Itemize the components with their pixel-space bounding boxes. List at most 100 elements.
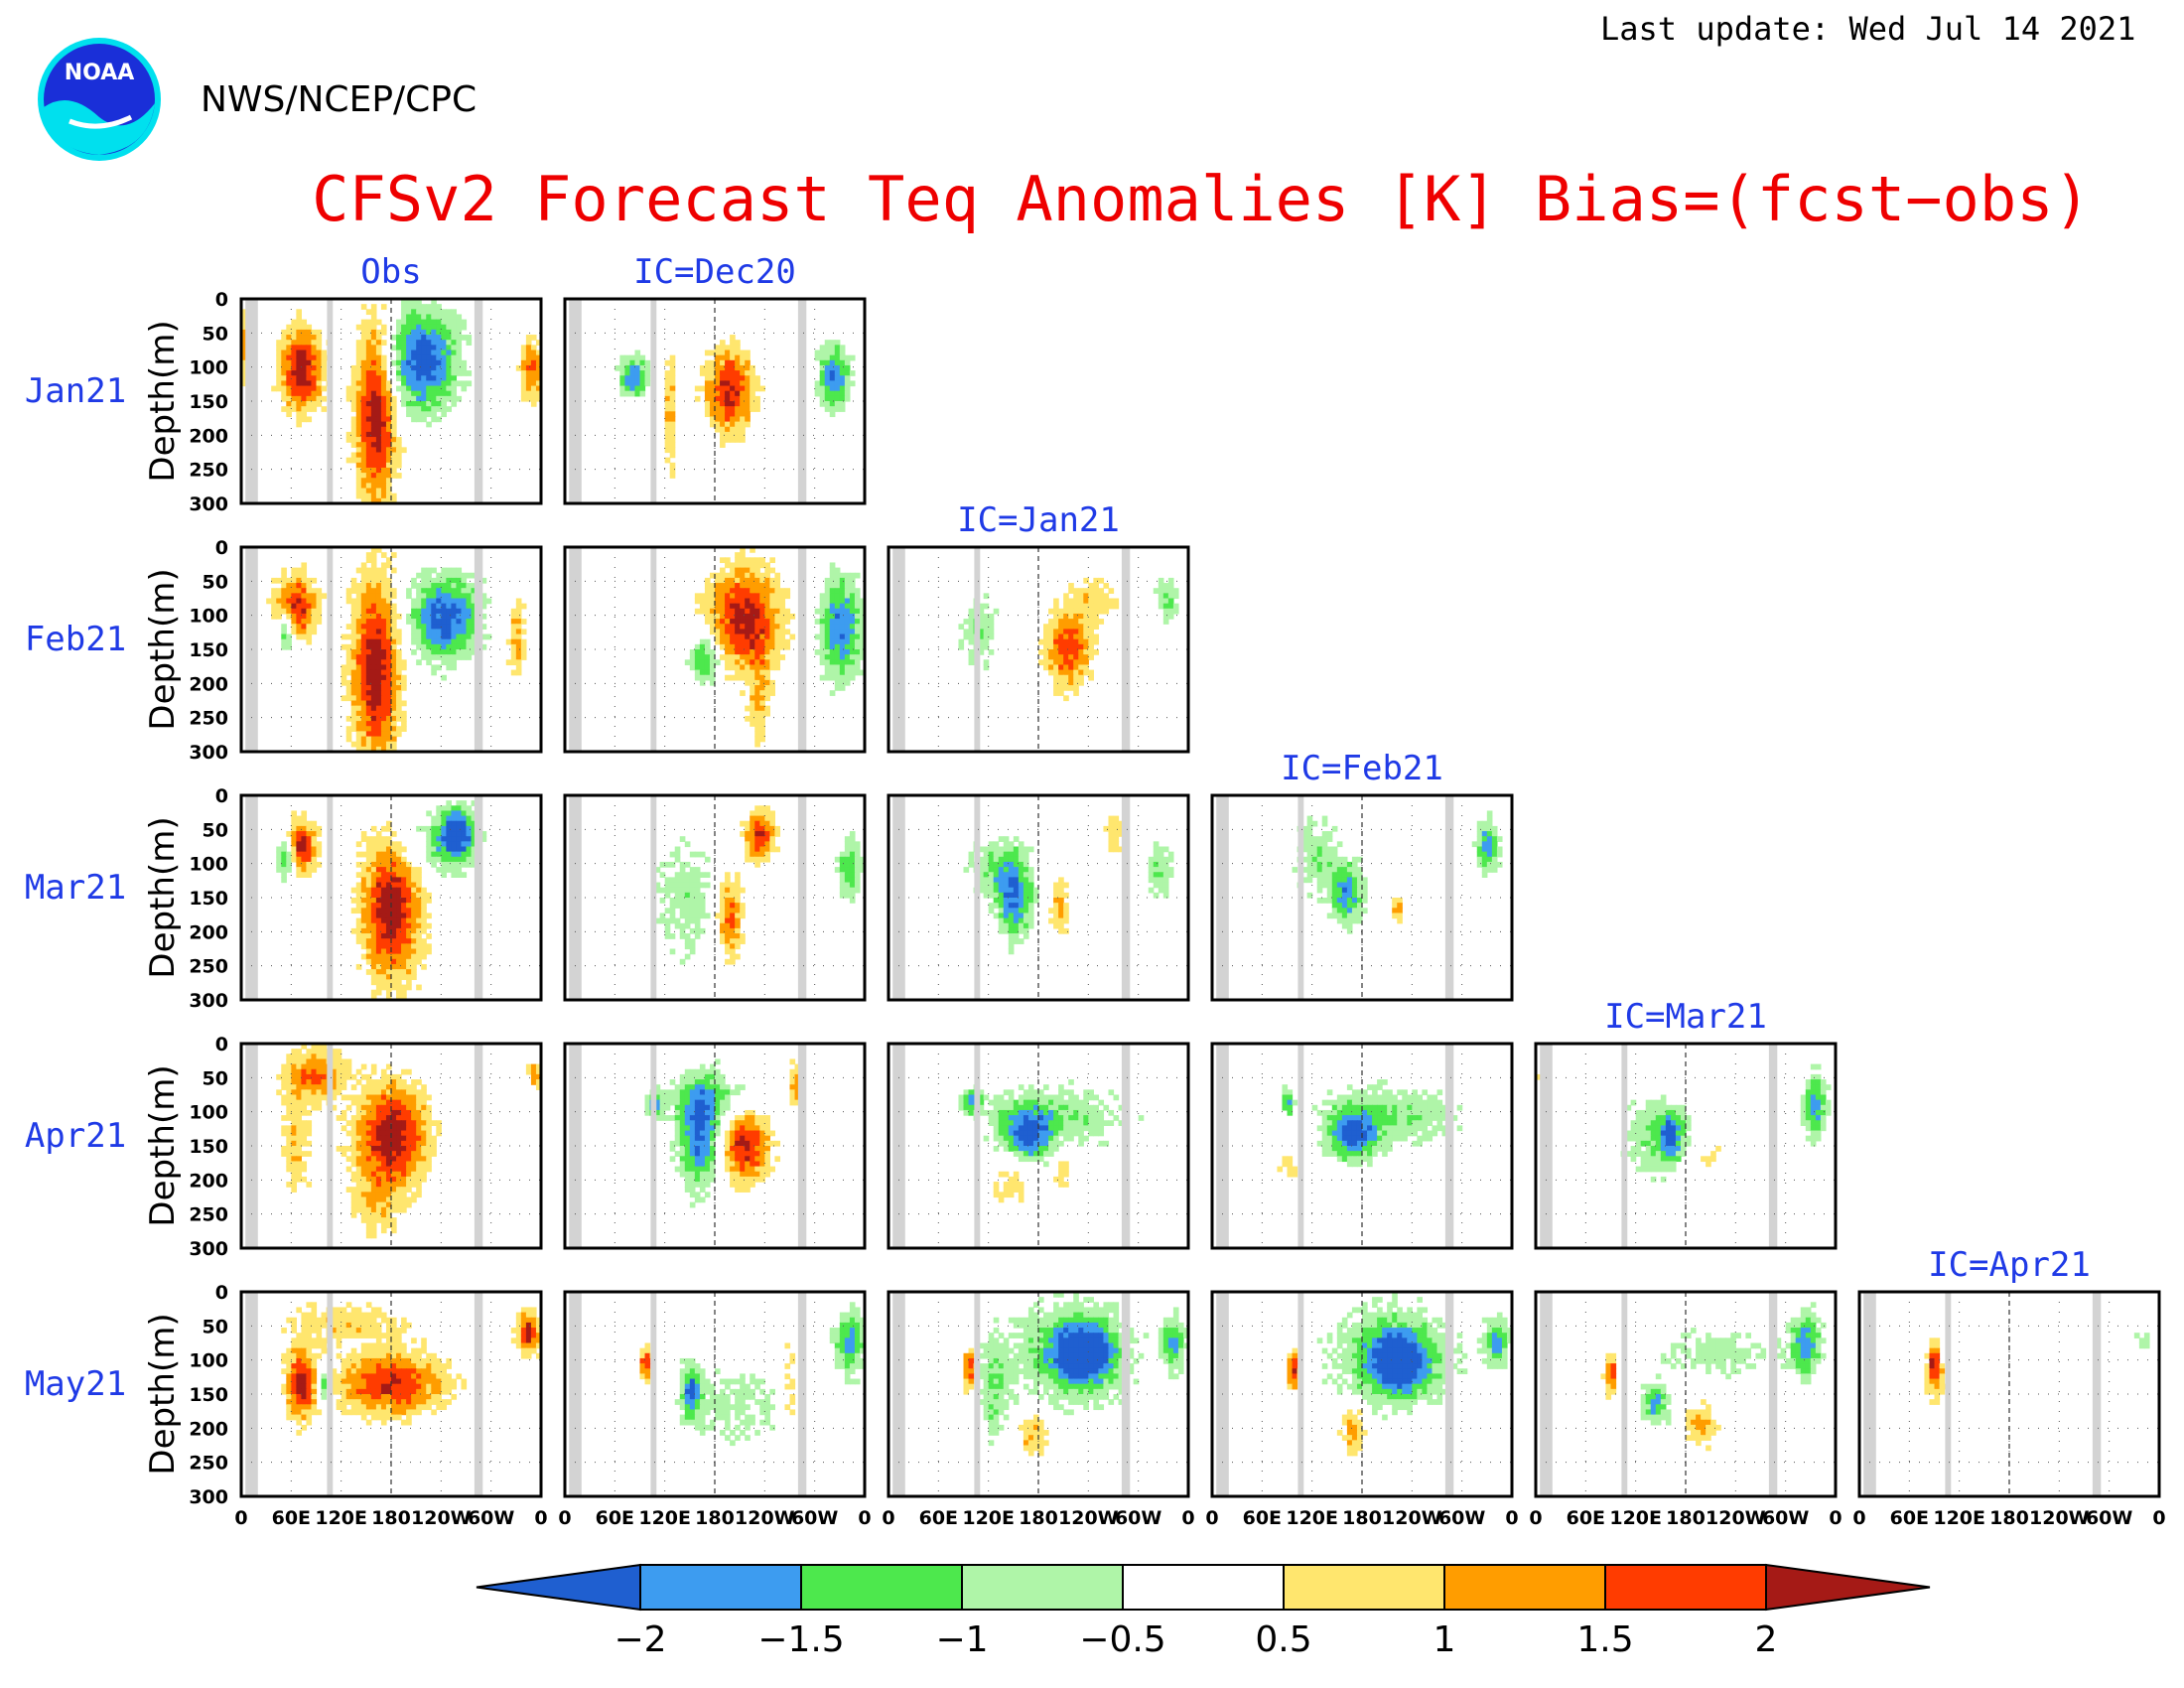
- shade-cell: [406, 329, 412, 336]
- shade-cell: [750, 685, 755, 691]
- shade-cell: [421, 654, 427, 660]
- shade-cell: [355, 603, 362, 610]
- shade-cell: [759, 841, 765, 848]
- shade-cell: [715, 659, 721, 666]
- shade-cell: [396, 319, 402, 326]
- shade-cell: [385, 851, 392, 858]
- shade-cell: [669, 421, 676, 428]
- shade-cell: [720, 340, 726, 346]
- shade-cell: [1336, 887, 1343, 894]
- shade-cell: [306, 401, 313, 407]
- shade-cell: [396, 969, 402, 975]
- shade-cell: [401, 329, 407, 336]
- shade-cell: [316, 613, 323, 620]
- shade-cell: [291, 1058, 297, 1065]
- shade-cell: [844, 867, 851, 873]
- shade-cell: [839, 643, 846, 650]
- shade-cell: [411, 309, 417, 316]
- shade-cell: [350, 633, 357, 640]
- shade-cell: [355, 938, 362, 944]
- shade-cell: [844, 856, 851, 863]
- shade-cell: [1023, 856, 1029, 863]
- shade-cell: [436, 629, 442, 635]
- shade-cell: [316, 1073, 323, 1080]
- shade-cell: [375, 979, 382, 986]
- shade-cell: [411, 370, 417, 376]
- shade-cell: [829, 674, 836, 681]
- shade-cell: [1471, 841, 1478, 848]
- shade-cell: [730, 350, 736, 356]
- shade-cell: [1356, 913, 1363, 919]
- shade-cell: [664, 385, 671, 392]
- shade-cell: [839, 659, 846, 666]
- shade-cell: [301, 867, 308, 873]
- shade-cell: [391, 567, 397, 574]
- shade-cell: [411, 1151, 417, 1157]
- shade-cell: [380, 669, 387, 676]
- shade-cell: [709, 588, 716, 594]
- shade-cell: [411, 898, 417, 904]
- shade-cell: [360, 608, 367, 615]
- shade-cell: [426, 359, 432, 366]
- shade-cell: [725, 872, 731, 878]
- shade-cell: [829, 401, 836, 407]
- shade-cell: [774, 643, 781, 650]
- shade-cell: [355, 887, 362, 894]
- shade-cell: [380, 629, 387, 635]
- shade-cell: [311, 603, 318, 610]
- shade-cell: [360, 685, 367, 691]
- shade-cell: [360, 567, 367, 574]
- shade-cell: [829, 583, 836, 589]
- shade-cell: [715, 588, 721, 594]
- shade-cell: [745, 350, 751, 356]
- shade-cell: [684, 882, 691, 889]
- shade-cell: [296, 1176, 302, 1183]
- shade-cell: [316, 359, 323, 366]
- shade-cell: [365, 1115, 372, 1121]
- shade-cell: [365, 1084, 372, 1090]
- shade-cell: [355, 1068, 362, 1075]
- shade-cell: [375, 695, 382, 702]
- panel-Feb21-2: IC=Jan21: [887, 500, 1190, 754]
- shade-cell: [735, 588, 741, 594]
- shade-cell: [291, 370, 297, 376]
- shade-cell: [510, 654, 517, 660]
- shade-cell: [375, 731, 382, 738]
- shade-cell: [1078, 598, 1084, 605]
- shade-cell: [1301, 841, 1308, 848]
- shade-cell: [978, 643, 985, 650]
- shade-cell: [406, 867, 412, 873]
- shade-cell: [301, 1044, 308, 1050]
- shade-cell: [754, 685, 760, 691]
- shade-cell: [385, 846, 392, 853]
- shade-cell: [406, 1166, 412, 1173]
- shade-cell: [819, 624, 826, 630]
- shade-cell: [345, 679, 352, 686]
- shade-cell: [684, 938, 691, 944]
- shade-cell: [1068, 588, 1074, 594]
- shade-cell: [715, 375, 721, 381]
- shade-cell: [720, 442, 726, 448]
- shade-cell: [1153, 841, 1160, 848]
- shade-cell: [291, 577, 297, 584]
- shade-cell: [461, 846, 468, 853]
- shade-cell: [664, 447, 671, 454]
- shade-cell: [286, 1135, 292, 1142]
- shade-cell: [750, 831, 755, 837]
- shade-cell: [1113, 846, 1120, 853]
- shade-cell: [1397, 898, 1403, 904]
- shade-cell: [360, 421, 367, 428]
- shade-cell: [360, 898, 367, 904]
- shade-cell: [720, 385, 726, 392]
- shade-cell: [396, 1109, 402, 1116]
- shade-cell: [764, 588, 770, 594]
- shade-cell: [286, 1089, 292, 1096]
- shade-cell: [839, 572, 846, 579]
- shade-cell: [291, 572, 297, 579]
- shade-cell: [411, 943, 417, 950]
- shade-cell: [385, 913, 392, 919]
- shade-cell: [689, 877, 696, 884]
- shade-cell: [834, 633, 841, 640]
- shade-cell: [431, 395, 437, 402]
- shade-cell: [296, 825, 302, 832]
